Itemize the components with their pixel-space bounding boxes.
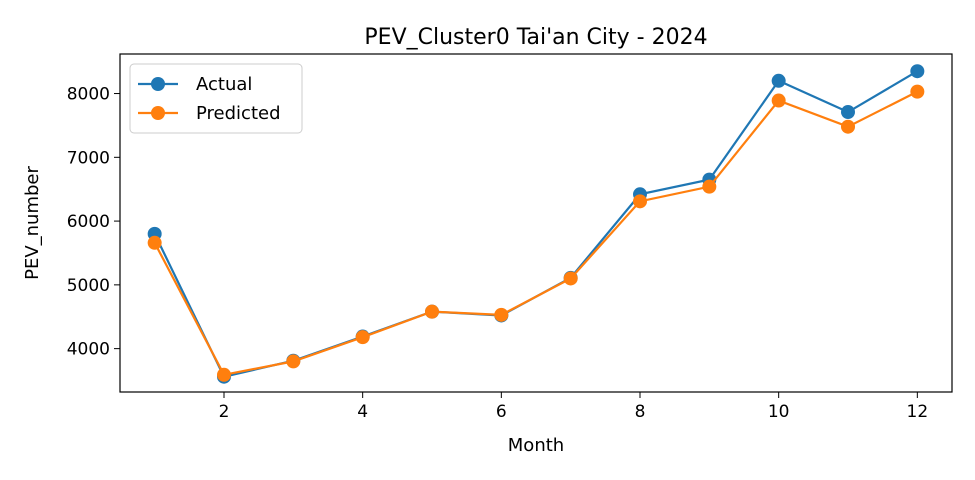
data-point-predicted (771, 93, 786, 108)
chart-title: PEV_Cluster0 Tai'an City - 2024 (364, 25, 707, 50)
plot-area (147, 64, 925, 384)
data-point-predicted (217, 367, 231, 382)
x-tick-label: 6 (496, 402, 507, 422)
data-point-predicted (841, 119, 855, 134)
x-axis-label: Month (508, 435, 564, 456)
data-point-actual (841, 105, 855, 120)
x-tick-label: 10 (768, 402, 790, 422)
data-point-predicted (355, 330, 370, 345)
y-tick-label: 4000 (67, 340, 110, 360)
legend: Actual Predicted (129, 63, 303, 134)
data-point-actual (910, 64, 925, 79)
y-tick-label: 7000 (67, 148, 110, 168)
data-point-predicted (425, 304, 439, 319)
y-tick-label: 5000 (67, 276, 110, 296)
data-point-actual (771, 73, 786, 88)
data-point-predicted (563, 271, 578, 286)
data-point-predicted (702, 179, 717, 194)
series-line-predicted (153, 90, 918, 377)
data-point-predicted (494, 307, 509, 322)
data-point-predicted (286, 354, 301, 369)
data-point-predicted (147, 235, 162, 250)
legend-marker (151, 106, 165, 120)
axis-ticks: 2 4 6 8 10 12 4000 5000 6000 7000 8000 (67, 85, 928, 422)
y-tick-label: 8000 (67, 85, 110, 105)
y-axis-label: PEV_number (22, 166, 43, 280)
x-tick-label: 2 (219, 402, 230, 422)
legend-label: Actual (196, 74, 252, 95)
legend-box (129, 63, 303, 134)
data-point-predicted (910, 84, 925, 99)
y-tick-label: 6000 (67, 212, 110, 232)
series-predicted (147, 84, 925, 382)
data-point-predicted (633, 194, 647, 209)
legend-marker (151, 77, 165, 91)
axes-frame (119, 53, 953, 393)
legend-label: Predicted (196, 103, 281, 124)
x-tick-label: 12 (907, 402, 929, 422)
x-tick-label: 8 (635, 402, 646, 422)
x-tick-label: 4 (357, 402, 368, 422)
